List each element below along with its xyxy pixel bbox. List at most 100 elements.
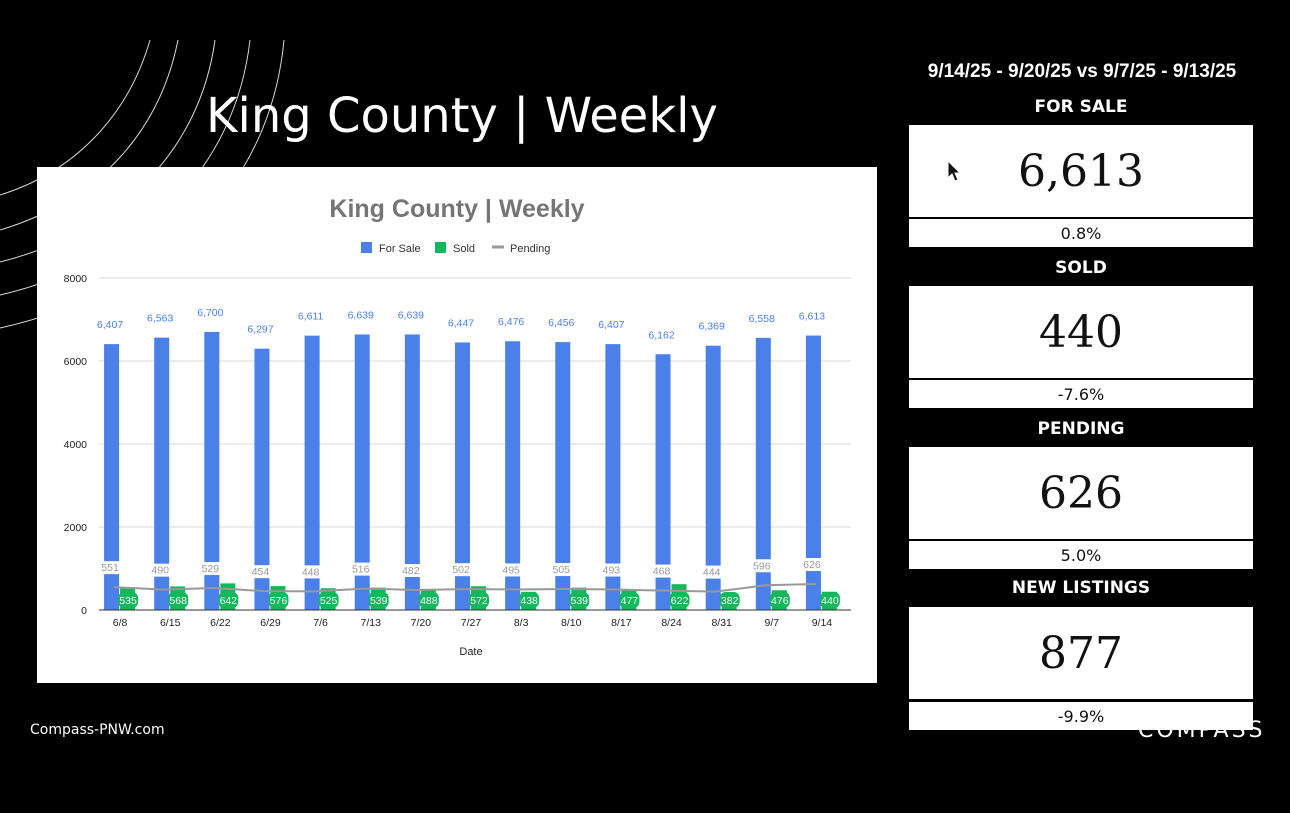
bar-for-sale (755, 337, 771, 610)
sold-label-bg (118, 592, 139, 608)
for-sale-data-label: 6,162 (648, 329, 674, 341)
for-sale-data-label: 6,456 (548, 317, 574, 329)
x-tick-label: 6/15 (160, 617, 181, 629)
x-tick-label: 8/10 (561, 617, 582, 629)
sold-data-label: 642 (220, 595, 238, 607)
x-tick-label: 6/29 (260, 617, 281, 629)
bar-for-sale (555, 342, 571, 610)
for-sale-data-label: 6,407 (97, 319, 123, 331)
legend-label-sold: Sold (453, 243, 475, 255)
sold-label-bg (519, 592, 540, 608)
x-tick-label: 7/27 (461, 617, 482, 629)
for-sale-data-label: 6,639 (348, 309, 374, 321)
sold-label-bg (719, 592, 740, 608)
x-tick-label: 8/24 (661, 617, 682, 629)
for-sale-data-label: 6,297 (247, 324, 273, 336)
pending-data-label: 444 (703, 567, 721, 579)
sold-data-label: 440 (821, 595, 839, 607)
sold-data-label: 568 (169, 595, 187, 607)
for-sale-data-label: 6,558 (749, 313, 775, 325)
pending-data-label: 551 (101, 562, 119, 574)
bar-for-sale (705, 345, 721, 610)
bar-for-sale (455, 342, 470, 610)
sold-data-label: 476 (771, 595, 789, 607)
for-sale-data-label: 6,447 (448, 317, 474, 329)
pending-change: 5.0% (909, 539, 1253, 569)
x-tick-label: 8/3 (514, 617, 529, 629)
pending-data-label: 505 (553, 564, 571, 576)
bar-for-sale (354, 334, 370, 610)
new-listings-change: -9.9% (909, 700, 1253, 730)
pending-data-label: 626 (803, 559, 821, 571)
sold-label-bg (218, 592, 239, 608)
sold-label-bg (168, 592, 189, 608)
new-listings-label: NEW LISTINGS (1011, 578, 1151, 598)
pending-label-bg (200, 562, 221, 576)
for-sale-data-label: 6,407 (598, 319, 624, 331)
bar-for-sale (404, 334, 420, 610)
x-tick-label: 9/14 (812, 617, 833, 629)
legend-label-for-sale: For Sale (379, 243, 421, 255)
sold-data-label: 535 (119, 595, 137, 607)
for-sale-data-label: 6,369 (699, 321, 725, 333)
sold-data-label: 539 (370, 595, 388, 607)
pending-label-bg (501, 563, 522, 577)
bar-for-sale (204, 331, 220, 610)
pending-label: PENDING (1037, 419, 1125, 439)
pending-value: 626 (909, 447, 1253, 539)
sold-label-bg (619, 592, 640, 608)
sold-label-bg (569, 592, 590, 608)
new-listings-value: 877 (909, 607, 1253, 699)
page-title: King County | Weekly (206, 88, 718, 144)
sold-value: 440 (909, 286, 1253, 378)
mouse-cursor-icon (947, 160, 962, 182)
pending-label-bg (100, 561, 121, 575)
for-sale-value: 6,613 (909, 125, 1253, 217)
pending-label-bg (801, 558, 822, 572)
pending-data-label: 490 (151, 565, 169, 577)
legend-swatch-for-sale (361, 242, 372, 253)
chart-legend: For Sale Sold Pending (361, 242, 550, 255)
y-tick-label: 6000 (64, 356, 88, 368)
sold-label: SOLD (1055, 258, 1107, 278)
pending-data-label: 495 (502, 564, 520, 576)
pending-data-label: 529 (202, 563, 220, 575)
x-tick-label: 7/20 (411, 617, 432, 629)
bar-for-sale (254, 348, 270, 610)
bar-for-sale (605, 344, 621, 610)
sold-data-label: 477 (621, 595, 639, 607)
comparison-date-range: 9/14/25 - 9/20/25 vs 9/7/25 - 9/13/25 (927, 61, 1237, 82)
pending-label-bg (350, 562, 371, 576)
pending-data-label: 482 (402, 565, 420, 577)
pending-data-label: 454 (252, 566, 270, 578)
bar-for-sale (154, 337, 170, 610)
sold-label-bg (819, 592, 840, 608)
pending-data-label: 596 (753, 560, 771, 572)
bar-for-sale (805, 335, 821, 610)
pending-label-bg (751, 559, 772, 573)
bar-for-sale (104, 344, 120, 610)
pending-label-bg (300, 565, 321, 579)
sold-data-label: 576 (270, 595, 288, 607)
for-sale-change: 0.8% (909, 217, 1253, 247)
sold-label-bg (669, 592, 690, 608)
pending-label-bg (701, 565, 722, 579)
sold-change: -7.6% (909, 378, 1253, 408)
for-sale-label: FOR SALE (1034, 97, 1128, 117)
pending-line (114, 583, 816, 593)
pending-label-bg (651, 564, 672, 578)
x-tick-label: 7/6 (313, 617, 328, 629)
for-sale-data-label: 6,639 (398, 309, 424, 321)
sold-data-label: 572 (470, 595, 488, 607)
y-tick-label: 4000 (64, 439, 88, 451)
sold-data-label: 539 (571, 595, 589, 607)
x-axis-title: Date (459, 646, 482, 658)
for-sale-data-label: 6,700 (197, 307, 223, 319)
sold-label-bg (469, 592, 489, 608)
sold-label-bg (368, 592, 389, 608)
pending-data-label: 516 (352, 564, 370, 576)
for-sale-data-label: 6,611 (298, 311, 324, 323)
sold-data-label: 382 (721, 595, 739, 607)
weekly-chart: King County | Weekly For Sale Sold Pendi… (64, 195, 851, 658)
x-tick-label: 6/22 (210, 617, 231, 629)
